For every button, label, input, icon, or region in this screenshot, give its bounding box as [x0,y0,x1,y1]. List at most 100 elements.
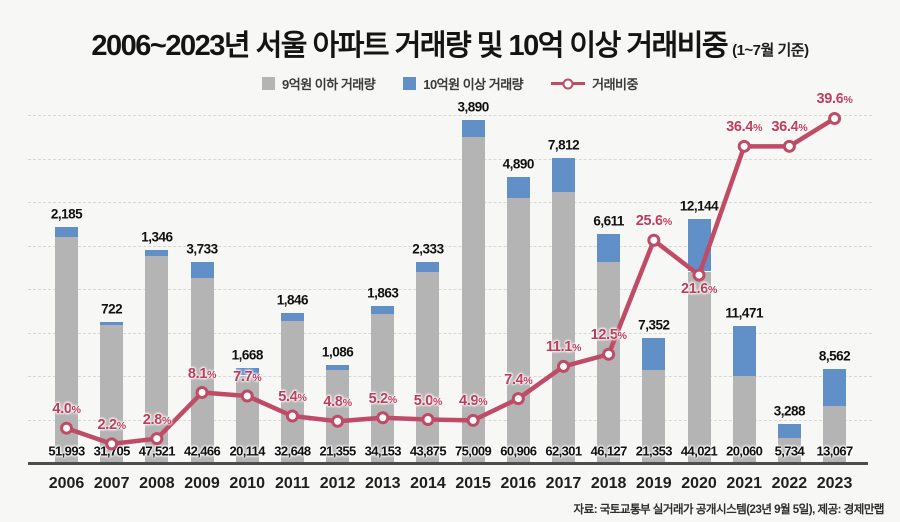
legend: 9억원 이하 거래량 10억원 이상 거래량 거래비중 [0,74,900,93]
legend-label: 10억원 이상 거래량 [423,77,524,92]
percent-sign: % [116,419,126,432]
gray-square-swatch-icon [262,77,276,90]
ratio-percent-label: 4.8% [323,394,352,410]
ratio-percent-label: 5.0% [413,392,443,409]
bar-over-1b [777,423,801,439]
bar-over-1b [100,321,124,326]
bar-under-900m [461,136,485,463]
ratio-percent-label: 4.9% [458,393,488,410]
bar-value-label-over-1b: 4,890 [502,156,535,172]
bar-value-label-over-1b: 7,352 [638,317,670,333]
line-marker-icon [737,139,751,153]
bar-value-label-under-900m: 62,301 [545,443,582,459]
bar-over-1b [190,262,214,279]
x-axis-year-label: 2019 [636,475,672,492]
bar-value-label-under-900m: 20,060 [726,443,763,459]
ratio-percent-number: 2.8 [142,411,163,428]
ratio-percent-number: 4.9 [458,393,479,410]
gridline [28,115,872,116]
percent-sign: % [161,414,172,427]
percent-sign: % [252,372,262,384]
bar-value-label-under-900m: 51,993 [48,443,85,459]
legend-label: 9억원 이하 거래량 [282,77,376,92]
bar-over-1b [506,176,530,199]
bar-value-label-under-900m: 42,466 [183,443,221,459]
bar-over-1b [823,368,847,407]
bar-value-label-under-900m: 46,127 [590,443,628,459]
bar-value-label-under-900m: 5,734 [774,443,805,459]
x-axis-year-label: 2021 [726,475,762,492]
bar-under-900m [145,256,169,463]
x-axis-year-label: 2018 [590,475,627,492]
bar-over-1b [732,325,756,376]
bar-value-label-under-900m: 13,067 [816,443,853,459]
bar-value-label-over-1b: 6,611 [593,213,624,229]
ratio-percent-number: 39.6 [816,91,844,108]
bar-over-1b [371,306,395,315]
bar-over-1b [55,227,78,237]
legend-item-over-1b: 10억원 이상 거래량 [403,74,524,93]
bar-value-label-over-1b: 722 [101,301,123,317]
ratio-percent-label: 8.1% [188,366,217,382]
bar-value-label-over-1b: 1,863 [367,285,399,301]
ratio-percent-label: 2.8% [142,411,172,428]
bar-value-label-under-900m: 32,648 [274,443,311,459]
bar-value-label-over-1b: 12,144 [679,198,719,214]
x-axis-year-label: 2007 [93,475,130,492]
bar-over-1b [687,218,711,272]
x-axis-year-label: 2011 [275,475,310,492]
x-axis-year-label: 2017 [545,475,582,492]
percent-sign: % [523,374,533,387]
bar-value-label-over-1b: 1,346 [141,229,173,245]
ratio-percent-number: 11.1 [545,339,573,356]
ratio-percent-number: 2.2 [97,416,118,433]
bar-value-label-under-900m: 60,906 [500,443,537,459]
x-axis-year-label: 2015 [455,475,491,492]
legend-item-under-900m: 9억원 이하 거래량 [262,74,376,93]
bar-value-label-over-1b: 3,890 [457,99,489,115]
ratio-line [64,116,837,447]
bar-value-label-over-1b: 1,668 [231,347,264,363]
x-axis-year-label: 2023 [816,475,853,492]
ratio-percent-label: 2.2% [97,416,127,433]
ratio-percent-number: 12.5 [590,327,618,344]
bar-value-label-under-900m: 47,521 [138,443,176,459]
ratio-percent-label: 36.4% [726,119,762,135]
ratio-percent-number: 5.4 [278,389,298,406]
gridline [28,202,872,203]
ratio-percent-number: 21.6 [680,281,709,298]
bar-value-label-under-900m: 31,705 [93,443,131,459]
bar-value-label-over-1b: 2,185 [50,206,83,222]
ratio-percent-number: 7.7 [233,369,253,385]
ratio-percent-label: 21.6% [681,281,717,297]
bar-value-label-over-1b: 7,812 [547,137,580,153]
ratio-percent-label: 7.7% [233,369,262,385]
ratio-percent-number: 7.4 [504,371,524,388]
bar-value-label-under-900m: 20,114 [229,443,265,459]
ratio-percent-label: 25.6% [636,213,672,229]
ratio-percent-label: 5.2% [369,391,398,407]
percent-sign: % [798,122,808,135]
x-axis-year-label: 2016 [500,475,537,492]
percent-sign: % [297,392,307,405]
ratio-percent-number: 25.6 [635,213,663,230]
bar-value-label-over-1b: 1,846 [276,292,309,308]
percent-sign: % [478,396,488,409]
bar-value-label-under-900m: 21,355 [319,443,356,459]
gridline [28,245,872,247]
percent-sign: % [662,216,672,229]
page-title: 2006~2023년 서울 아파트 거래량 및 10억 이상 거래비중 (1~7월… [0,22,900,64]
x-axis-year-label: 2022 [771,475,808,492]
bar-value-label-over-1b: 1,086 [321,344,354,360]
x-axis-year-label: 2013 [364,475,401,492]
legend-item-ratio: 거래비중 [551,74,638,93]
x-axis-year-label: 2012 [319,475,356,492]
bar-value-label-over-1b: 2,333 [412,241,444,257]
bar-over-1b [642,338,666,371]
line-marker-swatch-icon [551,78,586,89]
ratio-percent-number: 5.0 [413,392,434,409]
x-axis-year-label: 2009 [184,475,220,492]
